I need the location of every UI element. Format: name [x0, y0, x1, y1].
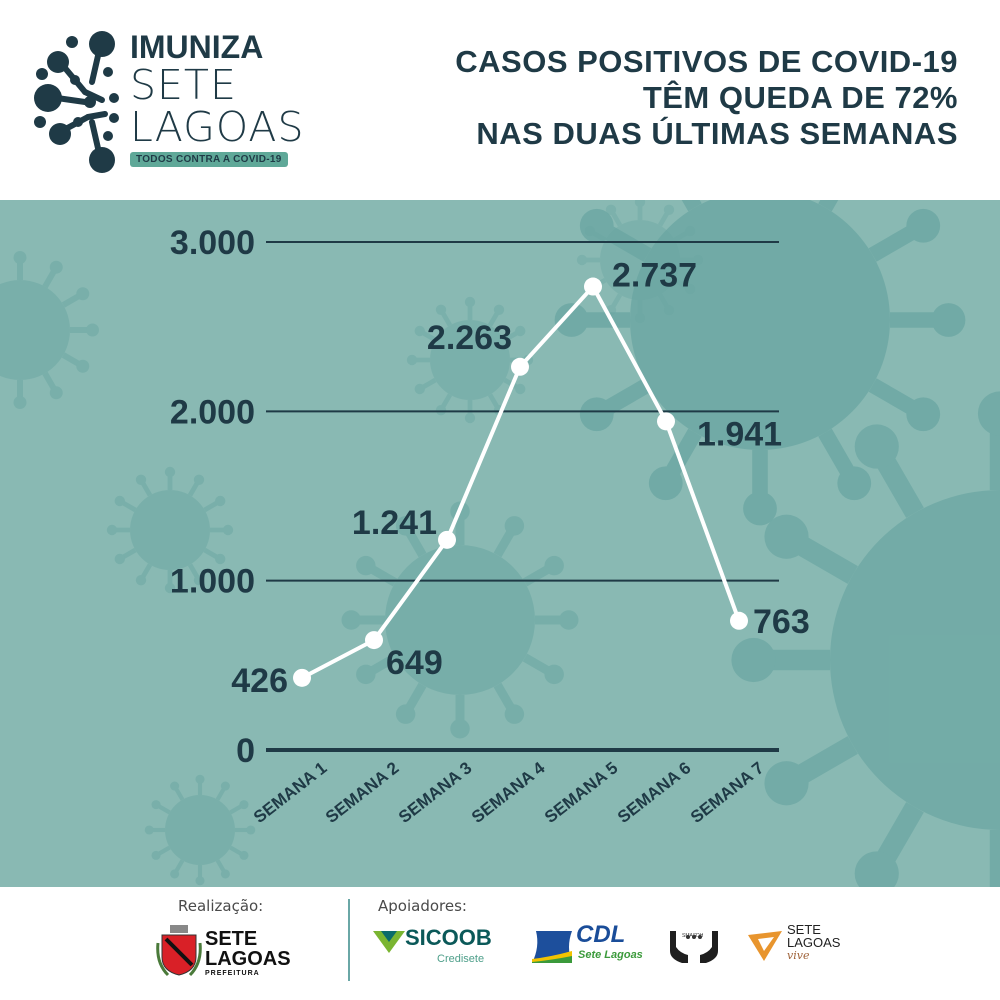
x-tick-label: SEMANA 7 [687, 758, 767, 827]
data-label: 2.263 [427, 319, 512, 357]
data-label: 2.737 [612, 257, 697, 295]
realizacao-label: Realização: [178, 897, 264, 915]
x-tick-label: SEMANA 5 [541, 758, 621, 827]
sicoob-logo-icon [373, 931, 405, 953]
y-axis-labels: 0 1.000 2.000 3.000 [170, 224, 255, 770]
virus-icon [576, 200, 704, 324]
x-tick-label: SEMANA 2 [322, 758, 402, 827]
data-point [293, 668, 311, 687]
virus-icon [554, 200, 966, 526]
data-point [365, 631, 383, 650]
logo-title: IMUNIZA [130, 29, 264, 65]
y-tick-label: 0 [236, 732, 255, 770]
sl-vive-line-1: SETE [787, 922, 821, 937]
imuniza-logo: IMUNIZA SETE LAGOAS TODOS CONTRA A COVID… [30, 22, 320, 182]
sicoob-logo-name: SICOOB [405, 925, 492, 950]
smasdh-hands-icon [670, 931, 718, 963]
prefeitura-line-3: PREFEITURA [205, 970, 260, 977]
line-chart: 0 1.000 2.000 3.000 426 649 1.241 2.263 2.737 1.… [0, 200, 1000, 887]
headline-line-3: NAS DUAS ÚLTIMAS SEMANAS [476, 116, 958, 151]
cdl-logo-icon [532, 931, 572, 963]
logo-line-sete: SETE [130, 61, 237, 109]
data-point [438, 530, 456, 549]
cdl-logo-name: CDL [576, 921, 626, 948]
data-label: 763 [753, 603, 810, 641]
header: IMUNIZA SETE LAGOAS TODOS CONTRA A COVID… [0, 0, 1000, 200]
virus-icon [0, 251, 99, 409]
virus-icon [731, 391, 1000, 887]
footer-divider [348, 899, 350, 981]
data-label: 426 [231, 662, 288, 700]
prefeitura-line-1: SETE [205, 928, 258, 950]
x-tick-label: SEMANA 3 [395, 758, 475, 827]
sicoob-logo-sub: Credisete [437, 953, 485, 965]
headline-line-2: TÊM QUEDA DE 72% [642, 80, 958, 115]
virus-icon [341, 501, 579, 739]
x-tick-label: SEMANA 1 [250, 758, 330, 827]
data-point [584, 277, 602, 296]
data-label: 1.941 [697, 415, 782, 453]
data-point [657, 412, 675, 431]
data-label: 1.241 [352, 504, 437, 542]
sl-vive-line-2: LAGOAS [787, 935, 841, 950]
sete-lagoas-vive-text: SETE LAGOAS vive [787, 923, 840, 962]
sl-vive-line-3: vive [787, 949, 810, 962]
virus-icon [406, 296, 534, 424]
prefeitura-logo-text: SETE LAGOAS PREFEITURA [205, 929, 291, 978]
virus-icon [144, 774, 256, 886]
apoiadores-label: Apoiadores: [378, 897, 467, 915]
sete-lagoas-vive-icon [748, 931, 782, 961]
y-tick-label: 1.000 [170, 563, 255, 601]
molecule-icon [34, 31, 119, 173]
chart-series: 426 649 1.241 2.263 2.737 1.941 763 [231, 257, 809, 700]
virus-icon [106, 466, 234, 594]
footer: Realização: Apoiadores: SETE LAGOAS PREF… [0, 887, 1000, 1000]
chart-gridlines [266, 241, 779, 752]
headline: CASOS POSITIVOS DE COVID-19 TÊM QUEDA DE… [455, 44, 958, 152]
data-point [511, 357, 529, 376]
chart-area: 0 1.000 2.000 3.000 426 649 1.241 2.263 2.737 1.… [0, 200, 1000, 887]
x-tick-label: SEMANA 6 [614, 758, 694, 827]
virus-background-icons [0, 200, 1000, 887]
cdl-logo-sub: Sete Lagoas [578, 949, 643, 961]
smasdh-logo-name: SMASDH [682, 933, 704, 939]
prefeitura-line-2: LAGOAS [205, 948, 291, 970]
data-label: 649 [386, 644, 443, 682]
data-point [730, 611, 748, 630]
x-tick-label: SEMANA 4 [468, 758, 549, 827]
headline-line-1: CASOS POSITIVOS DE COVID-19 [455, 44, 958, 79]
y-tick-label: 2.000 [170, 393, 255, 431]
y-tick-label: 3.000 [170, 224, 255, 262]
prefeitura-coat-of-arms-icon [156, 925, 202, 977]
logo-text: IMUNIZA SETE LAGOAS TODOS CONTRA A COVID… [130, 22, 305, 167]
logo-line-lagoas: LAGOAS [130, 103, 305, 151]
logo-badge: TODOS CONTRA A COVID-19 [130, 152, 288, 167]
